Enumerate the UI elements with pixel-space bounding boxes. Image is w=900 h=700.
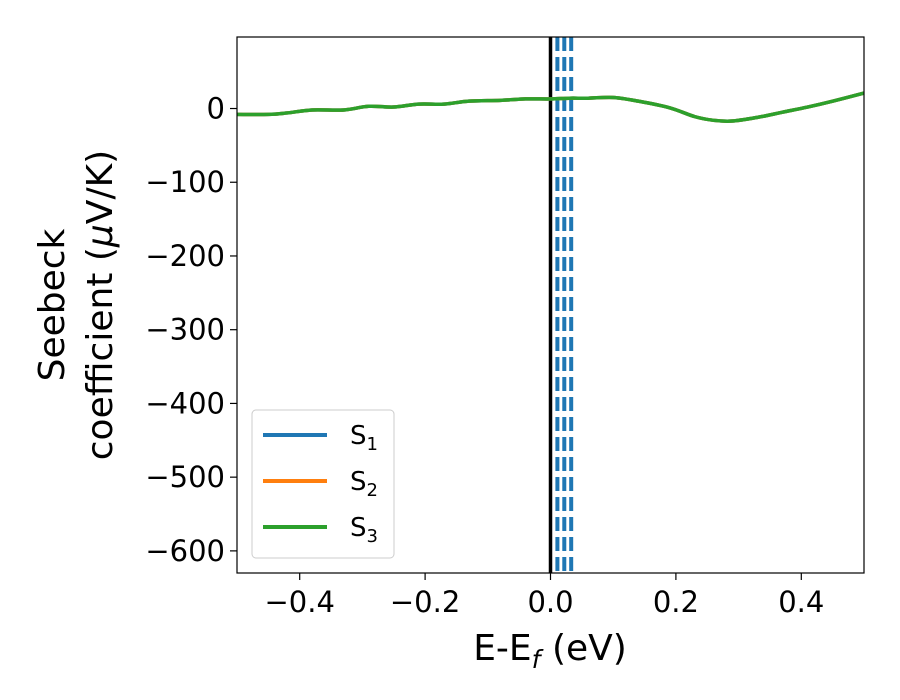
series-lines (237, 91, 864, 123)
y-axis: 0 −100 −200 −300 −400 −500 −600 (145, 92, 237, 568)
x-tick-label: −0.4 (264, 585, 334, 619)
x-tick-label: 0.2 (653, 585, 699, 619)
y-tick-label: −400 (145, 386, 225, 420)
legend: S1 S2 S3 (251, 409, 395, 559)
x-tick-label: 0.0 (527, 585, 573, 619)
y-tick-label: 0 (207, 92, 225, 126)
y-axis-label-line1: Seebeck (32, 228, 73, 381)
y-tick-label: −500 (145, 460, 225, 494)
vertical-lines (548, 37, 574, 573)
legend-label-s1: S1 (350, 421, 378, 455)
legend-box (251, 409, 395, 559)
series-line-s3 (237, 91, 864, 123)
y-axis-label: Seebeck coefficient (μV/K) (32, 150, 121, 460)
y-tick-label: −200 (145, 239, 225, 273)
y-tick-label: −300 (145, 313, 225, 347)
y-tick-label: −600 (145, 534, 225, 568)
y-axis-label-line2: coefficient (μV/K) (80, 150, 121, 460)
legend-label-s3: S3 (350, 513, 378, 547)
x-axis-label: E-Ef (eV) (473, 628, 627, 674)
x-tick-label: 0.4 (778, 585, 824, 619)
legend-label-s2: S2 (350, 467, 378, 501)
y-tick-label: −100 (145, 165, 225, 199)
x-axis: −0.4 −0.2 0.0 0.2 0.4 (264, 573, 824, 619)
x-tick-label: −0.2 (390, 585, 460, 619)
